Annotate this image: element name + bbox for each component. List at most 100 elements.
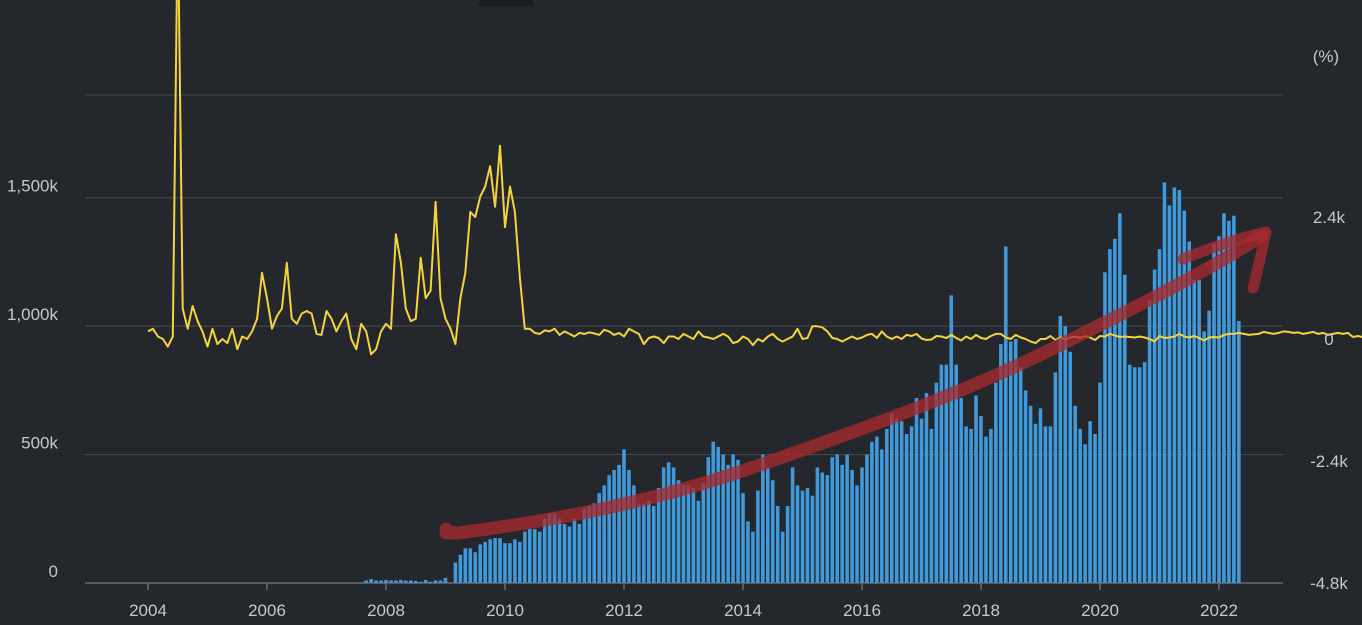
bar [894, 418, 899, 583]
line-series [147, 0, 1362, 356]
bar [691, 487, 696, 583]
bar [428, 581, 433, 583]
right-axis-tick-label: 2.4k [1313, 208, 1346, 227]
bar [413, 580, 418, 583]
bar [389, 580, 393, 583]
bar [790, 467, 795, 583]
bar [989, 428, 993, 583]
right-axis-tick-label: 0 [1324, 330, 1333, 349]
bar [845, 454, 849, 583]
bar [423, 579, 428, 583]
bar [557, 518, 562, 583]
bar [969, 428, 973, 583]
bar [632, 485, 636, 583]
bar [1137, 367, 1142, 583]
bar [850, 469, 854, 583]
bar-series [364, 182, 1241, 584]
bar [875, 436, 879, 583]
bar [508, 543, 512, 583]
bar [1013, 339, 1018, 583]
bar [438, 580, 443, 583]
bar [1132, 367, 1137, 583]
bar [602, 485, 606, 583]
bar [701, 482, 706, 583]
bar [770, 480, 775, 583]
trend-arrow-head [1177, 226, 1272, 294]
bar [671, 467, 676, 583]
bar [706, 457, 711, 583]
bar [1212, 243, 1216, 583]
x-axis-tick-label: 2016 [843, 601, 881, 620]
bar [964, 426, 968, 583]
bar [1147, 300, 1152, 583]
bar [716, 446, 720, 583]
x-axis-tick-label: 2022 [1200, 601, 1238, 620]
bar [731, 454, 735, 583]
bar [379, 580, 383, 583]
bar [1202, 331, 1206, 583]
bar [612, 469, 616, 583]
bar [855, 485, 859, 583]
bar [994, 382, 998, 583]
bar [582, 508, 587, 583]
bar [478, 544, 482, 583]
bar [1048, 426, 1053, 583]
bar [622, 449, 626, 583]
bar [1093, 434, 1097, 583]
bar [904, 434, 909, 583]
bar [766, 467, 770, 583]
bar [959, 398, 963, 583]
bar [899, 421, 904, 583]
bar [468, 548, 473, 583]
bar [840, 464, 844, 583]
right-axis-unit-label: (%) [1313, 47, 1339, 66]
x-axis-tick-label: 2004 [129, 601, 167, 620]
bar [607, 475, 611, 583]
bar [1023, 390, 1028, 583]
x-axis-tick-label: 2006 [248, 601, 286, 620]
bar [1033, 423, 1038, 583]
bar [572, 518, 577, 583]
bar [984, 436, 988, 583]
bar [1004, 246, 1008, 584]
bar [503, 543, 507, 583]
right-axis-tick-label: -2.4k [1310, 452, 1348, 471]
bar [825, 475, 830, 583]
x-axis-tick-label: 2010 [486, 601, 524, 620]
left-axis-tick-label: 1,000k [7, 305, 59, 324]
bar [562, 523, 567, 583]
bar [597, 493, 601, 583]
x-axis-tick-label: 2012 [605, 601, 643, 620]
bar [1142, 362, 1147, 583]
bar [1162, 182, 1167, 583]
x-axis-tick-label: 2018 [962, 601, 1000, 620]
bar [1187, 241, 1192, 583]
bar [399, 579, 403, 583]
bar [1088, 421, 1092, 583]
bar [974, 395, 978, 583]
bar [1053, 372, 1058, 583]
bar [547, 513, 552, 583]
bar [944, 364, 949, 583]
bar [979, 416, 983, 583]
bar [711, 441, 716, 583]
bar [795, 485, 800, 583]
bar [741, 493, 745, 583]
bar [364, 580, 368, 583]
bar [537, 531, 542, 583]
bar [651, 505, 656, 583]
bar [577, 523, 582, 583]
bar [1103, 272, 1107, 583]
bar [721, 454, 725, 583]
bar [1177, 190, 1182, 583]
bar [681, 485, 686, 583]
bar [835, 454, 839, 583]
bar [1108, 249, 1112, 584]
bar [552, 513, 557, 583]
bar [1217, 236, 1221, 583]
bar [746, 521, 750, 583]
bar [1207, 310, 1211, 583]
bar [518, 541, 522, 583]
left-axis-tick-label: 1,500k [7, 177, 59, 196]
bar [1068, 351, 1073, 583]
